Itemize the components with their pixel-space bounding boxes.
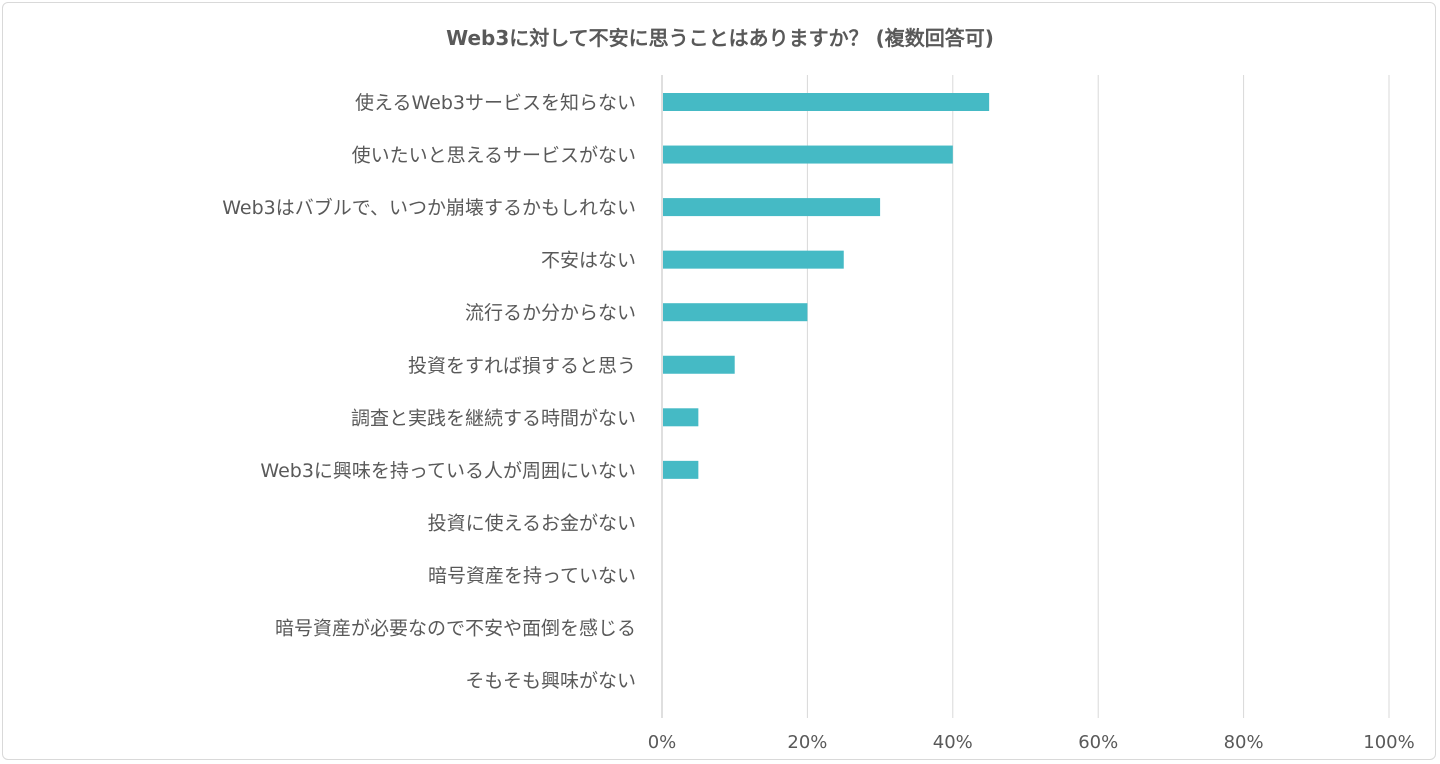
category-label: 調査と実践を継続する時間がない xyxy=(351,407,636,429)
category-label: そもそも興味がない xyxy=(465,670,636,692)
category-label: 流行るか分からない xyxy=(465,302,636,324)
category-label: 不安はない xyxy=(541,250,636,272)
x-tick-label: 80% xyxy=(1224,732,1264,753)
category-label: 暗号資産が必要なので不安や面倒を感じる xyxy=(275,618,636,640)
bar xyxy=(663,460,699,479)
bar xyxy=(663,198,881,217)
category-label: 投資に使えるお金がない xyxy=(428,512,636,534)
chart-title: Web3に対して不安に思うことはありますか？ (複数回答可) xyxy=(446,26,994,50)
category-label: 使いたいと思えるサービスがない xyxy=(352,145,636,167)
bar xyxy=(663,145,953,164)
bar xyxy=(663,355,735,374)
category-label: 暗号資産を持っていない xyxy=(428,565,636,587)
bar xyxy=(663,303,808,322)
x-tick-label: 20% xyxy=(787,732,827,753)
category-label: 投資をすれば損すると思う xyxy=(408,355,636,377)
bar xyxy=(663,408,699,427)
x-tick-label: 40% xyxy=(933,732,973,753)
category-label: Web3に興味を持っている人が周囲にいない xyxy=(260,460,636,482)
x-tick-label: 60% xyxy=(1078,732,1118,753)
bar xyxy=(663,250,844,269)
x-tick-label: 100% xyxy=(1363,732,1414,753)
category-label: 使えるWeb3サービスを知らない xyxy=(355,92,636,114)
bar xyxy=(663,93,990,111)
x-tick-label: 0% xyxy=(648,732,677,753)
category-label: Web3はバブルで、いつか崩壊するかもしれない xyxy=(222,196,636,219)
